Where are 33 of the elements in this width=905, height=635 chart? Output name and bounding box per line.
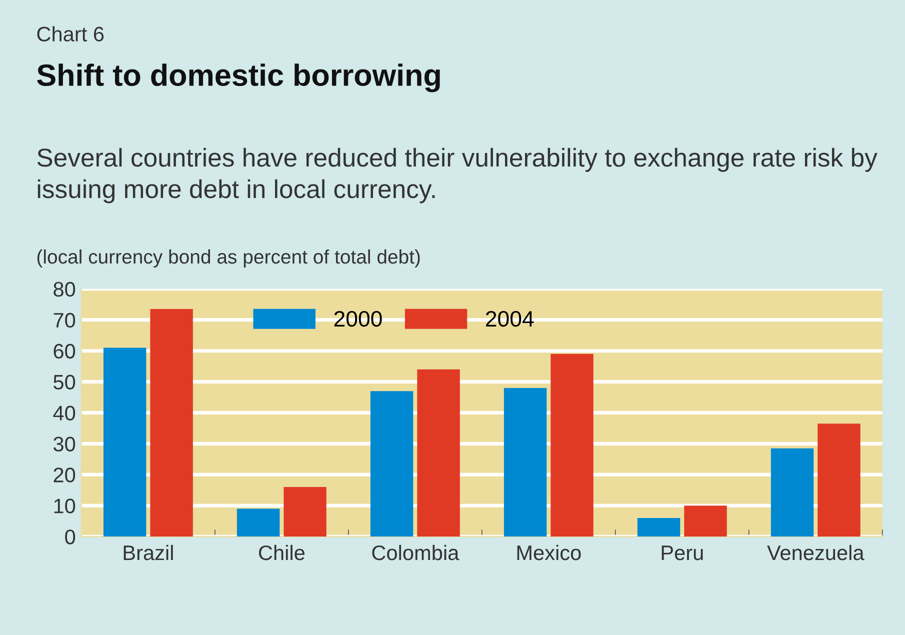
chart-title: Shift to domestic borrowing (37, 64, 440, 92)
y-tick-label: 70 (54, 312, 76, 328)
bar (284, 487, 326, 537)
y-tick-label: 80 (54, 282, 76, 297)
x-tick-label: Brazil (124, 544, 173, 560)
y-tick-label: 30 (54, 436, 76, 452)
bar (236, 508, 280, 537)
bar (818, 424, 860, 537)
bar (417, 369, 460, 537)
bar (103, 348, 146, 537)
y-tick-label: 10 (54, 498, 76, 514)
x-tick-label: Chile (259, 544, 304, 560)
y-tick-label: 20 (54, 468, 76, 482)
y-axis-title: (local currency bond as percent of total debt) (37, 249, 420, 268)
y-tick-label: 40 (53, 406, 76, 421)
bar (770, 448, 814, 537)
bar (684, 506, 727, 537)
x-tick-label: Venezuela (767, 544, 864, 560)
x-tick-label: Colombia (372, 544, 460, 560)
bar (150, 309, 193, 537)
legend-label: 2000 (334, 310, 382, 327)
bar (504, 388, 547, 537)
bar (637, 518, 680, 537)
y-tick-label: 60 (54, 344, 76, 359)
x-tick-label: Peru (662, 546, 703, 560)
bar (370, 391, 414, 537)
x-tick-label: Mexico (517, 544, 581, 560)
y-tick-label: 0 (65, 530, 76, 544)
bar (550, 354, 594, 537)
caption: Chart 6 (37, 26, 104, 42)
chart-subtitle: Several countries have reduced their vulnerability to exchange rate risk by issuing more debt in local currency. (37, 148, 878, 204)
legend-label: 2004 (486, 310, 534, 327)
y-tick-label: 50 (54, 374, 76, 390)
